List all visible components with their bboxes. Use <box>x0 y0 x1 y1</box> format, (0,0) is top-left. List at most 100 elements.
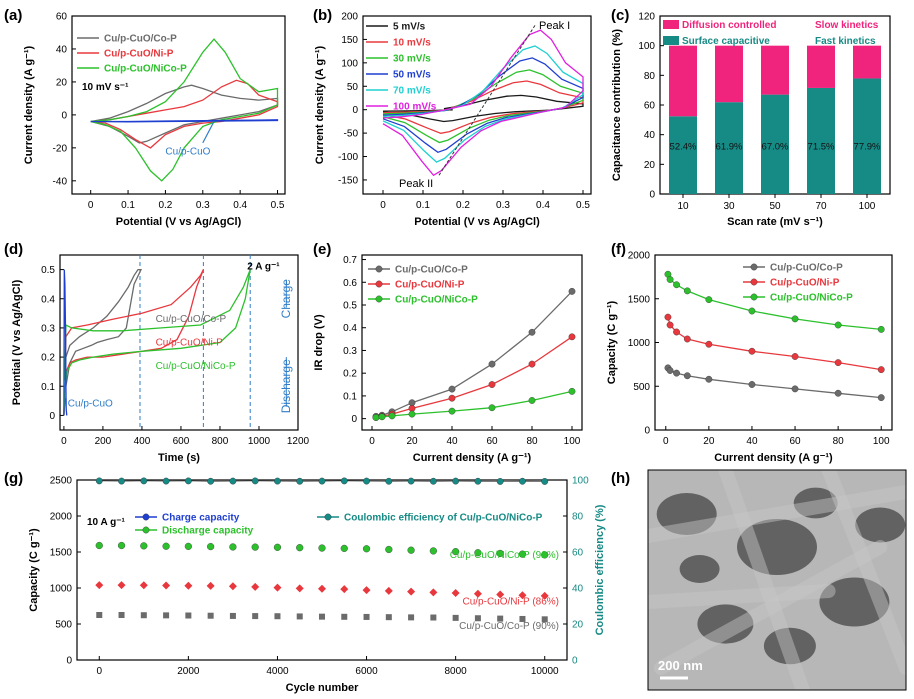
y-tick-label: 500 <box>633 382 650 393</box>
annotation: 10 mV s⁻¹ <box>82 82 129 93</box>
capacity-point <box>95 541 103 550</box>
y-tick-label: 0.1 <box>343 391 357 402</box>
y-axis-label: Potential (V vs Ag/AgCl) <box>11 279 23 405</box>
x-axis-label: Scan rate (mV s⁻¹) <box>727 216 823 228</box>
capacity-point <box>252 613 259 620</box>
capacity-point <box>184 542 192 550</box>
capacity-point <box>791 315 799 323</box>
capacity-point <box>362 586 371 595</box>
ir-point <box>568 287 576 295</box>
capacity-point <box>251 543 259 551</box>
capacity-line <box>667 367 882 399</box>
sem-strand <box>718 470 810 690</box>
cv-line <box>90 84 279 144</box>
capacity-point <box>140 542 148 550</box>
ir-point <box>528 328 536 336</box>
x-tick-label: 0.4 <box>233 200 247 211</box>
capacity-point <box>117 541 126 550</box>
y-tick-label: -100 <box>338 152 358 163</box>
panel-h: (h) 200 nm <box>611 469 907 691</box>
capacity-point <box>452 614 459 621</box>
y2-tick-label: 40 <box>572 584 584 595</box>
y-tick-label: 60 <box>644 101 656 112</box>
x-tick-label: 20 <box>406 436 418 447</box>
x-tick-label: 2000 <box>177 666 200 677</box>
y-tick-label: 0.5 <box>41 265 55 276</box>
plot-frame <box>76 479 568 661</box>
capacity-point <box>541 616 548 623</box>
panel-label: (a) <box>4 7 22 24</box>
capacity-point <box>877 325 885 333</box>
y-tick-label: 0 <box>352 105 358 116</box>
bar-value-label: 61.9% <box>716 142 743 153</box>
series-label: Cu/p-CuO/NiCo-P (92%) <box>450 550 559 561</box>
y-tick-label: 0.4 <box>41 294 55 305</box>
y-axis-label: IR drop (V) <box>313 314 325 371</box>
capacity-point <box>683 372 691 380</box>
y-tick-label: 0.3 <box>343 346 357 357</box>
callout-label: Cu/p-CuO <box>165 146 210 157</box>
capacity-point <box>96 612 103 618</box>
bar-surface <box>761 94 789 194</box>
note-label: Slow kinetics <box>815 20 879 31</box>
ce-point <box>452 477 460 485</box>
ir-point <box>448 407 456 415</box>
capacity-point <box>340 544 348 553</box>
ir-point <box>408 405 416 412</box>
capacity-point <box>664 313 672 321</box>
capacity-point <box>834 389 842 397</box>
sem-pore <box>855 507 906 543</box>
capacity-point <box>162 581 171 590</box>
ir-point <box>528 397 536 404</box>
y-tick-label: 1500 <box>50 548 73 559</box>
panel-e: (e) 0 20 40 60 80 100 0 0.1 0.2 0.3 0.4 0.5 0.6 0.7 Cur… <box>313 241 583 464</box>
capacity-point <box>117 581 126 590</box>
capacity-point <box>452 548 460 556</box>
y-tick-label: 200 <box>341 12 358 23</box>
capacity-point <box>163 612 170 619</box>
y2-tick-label: 60 <box>572 548 584 559</box>
capacity-point <box>251 582 260 591</box>
panel-a: (a) 0 0.1 0.2 0.3 0.4 0.5 -40 -20 0 20 40 60 Potentia… <box>4 7 286 228</box>
capacity-point <box>834 321 842 329</box>
legend-label: Cu/p-CuO/Co-P <box>770 263 843 274</box>
x-tick-label: 100 <box>873 436 890 447</box>
capacity-point <box>705 340 713 348</box>
ce-point <box>496 478 504 485</box>
y2-tick-label: 0 <box>572 656 578 667</box>
capacity-point <box>229 612 236 619</box>
y-tick-label: 0.1 <box>41 382 55 393</box>
sem-pore <box>819 577 890 627</box>
ce-point <box>519 477 526 485</box>
capacity-point <box>385 545 393 554</box>
x-axis-label: Cycle number <box>286 682 359 694</box>
capacity-point <box>162 542 170 550</box>
x-tick-label: 1200 <box>287 436 310 447</box>
x-tick-label: 0.4 <box>536 200 550 211</box>
legend-label: Cu/p-CuO/Ni-P <box>395 280 465 291</box>
x-tick-label: 30 <box>723 201 735 212</box>
x-tick-label: 6000 <box>355 666 378 677</box>
legend-label: Cu/p-CuO/NiCo-P <box>770 293 853 304</box>
y2-tick-label: 100 <box>572 476 589 487</box>
x-tick-label: 0 <box>369 436 375 447</box>
y-tick-label: 100 <box>638 41 655 52</box>
legend-label: 70 mV/s <box>393 86 431 97</box>
capacity-point <box>683 335 691 343</box>
ce-point <box>184 477 192 485</box>
legend-label: Diffusion controlled <box>682 20 776 31</box>
sem-texture <box>648 470 906 690</box>
capacity-point <box>139 581 148 590</box>
capacity-point <box>496 549 504 558</box>
capacity-point <box>273 543 282 551</box>
bar-diffusion <box>853 45 881 79</box>
capacity-line <box>667 316 882 371</box>
y-tick-label: 40 <box>56 44 68 55</box>
y2-tick-label: 80 <box>572 512 584 523</box>
y-tick-label: 2000 <box>628 251 651 262</box>
y-tick-label: 60 <box>56 12 68 23</box>
cv-line <box>90 38 279 182</box>
plot-frame <box>71 15 286 195</box>
